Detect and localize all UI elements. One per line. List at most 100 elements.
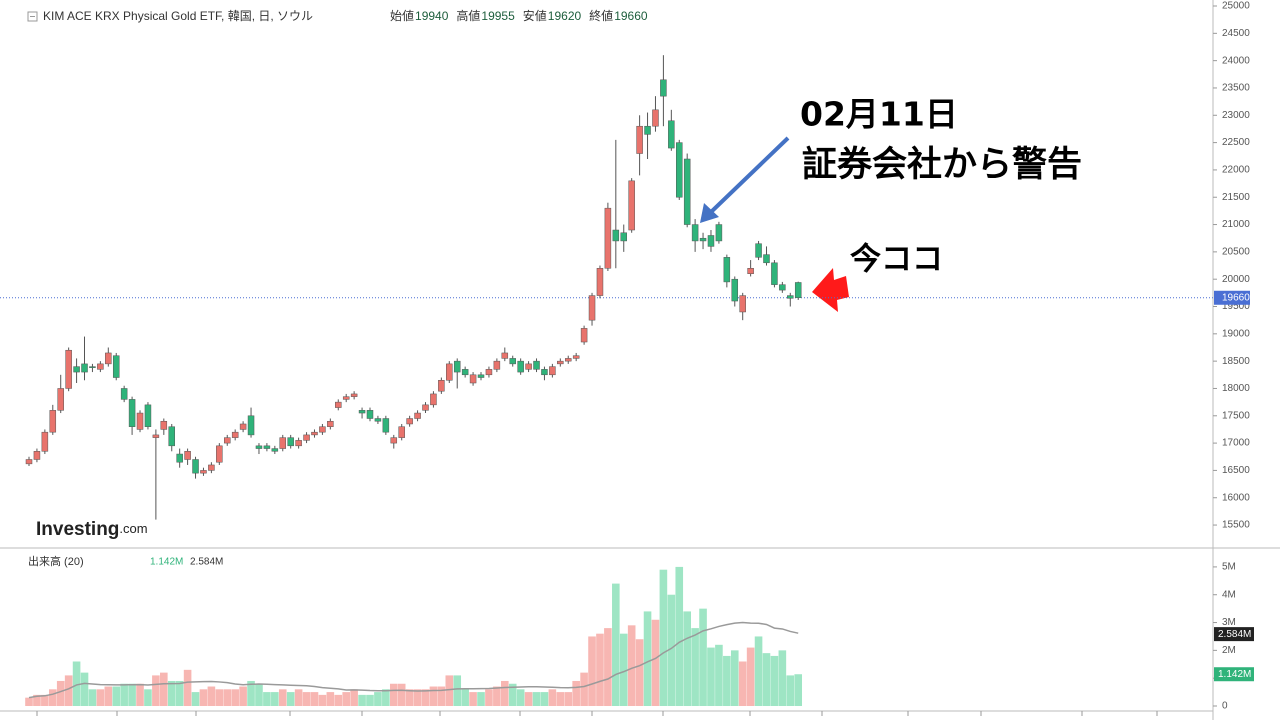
candle-body bbox=[335, 401, 342, 408]
volume-bar bbox=[215, 689, 224, 706]
volume-bar bbox=[294, 689, 303, 706]
candle-body bbox=[596, 268, 604, 296]
volume-current: 1.142M bbox=[150, 557, 183, 568]
volume-bar bbox=[746, 647, 755, 706]
candle-body bbox=[747, 268, 754, 274]
candle-body bbox=[739, 295, 746, 313]
y-tick-label: 23500 bbox=[1222, 83, 1250, 94]
y-tick-label: 21000 bbox=[1222, 219, 1250, 230]
annotation-arrow bbox=[708, 136, 790, 215]
volume-bar bbox=[374, 692, 382, 706]
volume-bar bbox=[786, 675, 795, 706]
volume-bar bbox=[326, 692, 335, 706]
y-tick-label: 18500 bbox=[1222, 356, 1250, 367]
candle-body bbox=[208, 464, 215, 471]
candle-body bbox=[303, 434, 310, 441]
candle-body bbox=[160, 420, 168, 430]
volume-bar bbox=[469, 692, 477, 706]
volume-bar bbox=[199, 689, 208, 706]
volume-bar bbox=[112, 686, 121, 706]
y-tick-label: 15500 bbox=[1222, 520, 1250, 531]
candle-body bbox=[231, 431, 239, 438]
candle-body bbox=[49, 410, 57, 433]
candle-body bbox=[342, 396, 350, 400]
volume-bar bbox=[580, 672, 588, 706]
candle-body bbox=[541, 369, 548, 376]
annotation-now: 今ココ bbox=[850, 242, 943, 278]
candle-body bbox=[216, 445, 223, 463]
candle-body bbox=[604, 207, 612, 269]
volume-bar bbox=[699, 608, 707, 706]
candle-body bbox=[327, 420, 334, 427]
volume-bar bbox=[358, 694, 366, 706]
volume-bar bbox=[160, 672, 168, 706]
ohlc-value: 19620 bbox=[548, 9, 582, 23]
volume-bar bbox=[223, 689, 232, 706]
candle-body bbox=[715, 224, 723, 242]
x-ticks bbox=[36, 711, 1158, 716]
ohlc-label: 高値 bbox=[456, 8, 480, 23]
brand-suffix: .com bbox=[119, 521, 147, 536]
volume-bar bbox=[461, 689, 469, 706]
candle-body bbox=[358, 410, 366, 414]
candle-body bbox=[97, 363, 104, 370]
volume-bar bbox=[255, 683, 263, 706]
candle-body bbox=[453, 360, 461, 373]
candle-body bbox=[247, 415, 255, 436]
volume-last-label: 1.142M bbox=[1218, 669, 1251, 680]
volume-bar bbox=[564, 692, 573, 706]
volume-bar bbox=[437, 686, 446, 706]
candle-body bbox=[168, 426, 175, 447]
candle-body bbox=[779, 284, 786, 291]
collapse-icon[interactable] bbox=[27, 11, 38, 22]
volume-bar bbox=[612, 583, 620, 706]
volume-bar bbox=[120, 683, 128, 706]
volume-bar bbox=[72, 661, 81, 706]
candle-body bbox=[287, 437, 294, 447]
candle-body bbox=[755, 243, 762, 258]
candle-body bbox=[699, 237, 707, 242]
candle-body bbox=[390, 437, 398, 444]
volume-bar bbox=[302, 692, 311, 706]
volume-bar bbox=[485, 689, 493, 706]
candle-body bbox=[89, 366, 96, 368]
annotation-arrowhead bbox=[700, 203, 719, 223]
volume-bar bbox=[619, 633, 628, 706]
volume-bar bbox=[25, 697, 33, 706]
candle-body bbox=[430, 393, 437, 406]
volume-last-box bbox=[1214, 667, 1254, 682]
candle-body bbox=[374, 418, 382, 422]
volume-bar bbox=[778, 650, 787, 706]
volume-ma-current: 2.584M bbox=[190, 557, 223, 568]
candle-body bbox=[525, 363, 532, 370]
now-arrow bbox=[812, 268, 849, 312]
y-tick-label: 25000 bbox=[1222, 1, 1250, 12]
candle-body bbox=[366, 410, 374, 419]
candle-body bbox=[422, 404, 429, 411]
candle-body bbox=[295, 440, 302, 447]
candle-body bbox=[691, 224, 699, 242]
volume-bar bbox=[683, 611, 691, 706]
volume-bar bbox=[540, 692, 549, 706]
candle-body bbox=[493, 360, 501, 370]
candle-body bbox=[271, 448, 279, 452]
candle-body bbox=[517, 360, 524, 373]
volume-bar bbox=[627, 625, 636, 706]
ma-last-label: 2.584M bbox=[1218, 629, 1251, 640]
candle-body bbox=[620, 232, 627, 242]
volume-bar bbox=[723, 655, 731, 706]
volume-bar bbox=[762, 653, 771, 706]
candle-body bbox=[477, 374, 485, 378]
candle-body bbox=[533, 360, 540, 370]
candle-body bbox=[255, 445, 263, 449]
volume-bar bbox=[738, 661, 747, 706]
candle-body bbox=[787, 295, 794, 299]
volume-bar bbox=[334, 694, 343, 706]
candle-body bbox=[446, 363, 453, 381]
candle-body bbox=[120, 388, 128, 400]
volume-bar bbox=[516, 689, 525, 706]
y-tick-label: 22000 bbox=[1222, 165, 1250, 176]
y2-tick-label: 0 bbox=[1222, 701, 1228, 712]
volume-bar bbox=[144, 689, 152, 706]
volume-bar bbox=[405, 689, 414, 706]
